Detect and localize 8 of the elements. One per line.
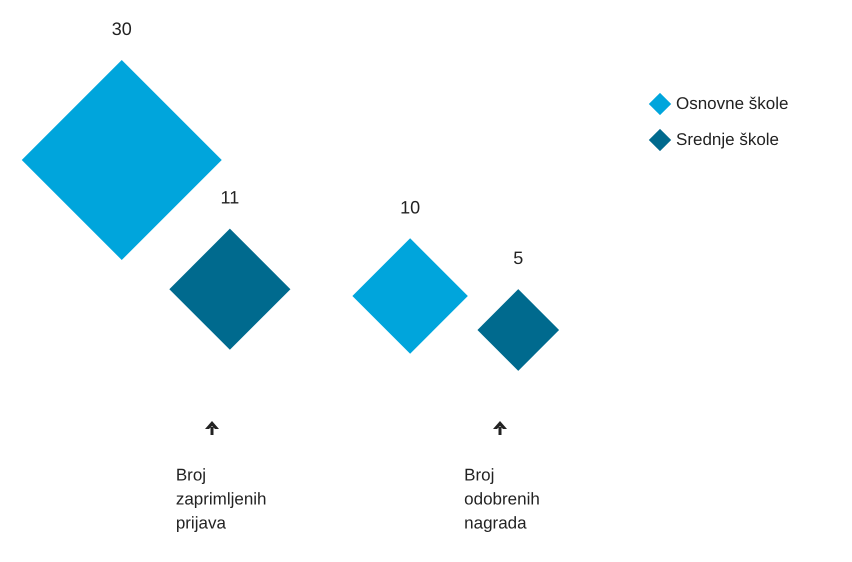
data-label: 30 bbox=[112, 19, 132, 39]
legend-label: Osnovne škole bbox=[676, 94, 788, 113]
data-label: 10 bbox=[400, 197, 420, 218]
data-label: 11 bbox=[220, 188, 240, 208]
data-label: 5 bbox=[513, 248, 524, 268]
category-label: Broj zaprimljenih prijava bbox=[176, 466, 267, 532]
legend-label: Srednje škole bbox=[676, 130, 780, 149]
category-label: Broj odobrenih nagrada bbox=[464, 466, 540, 532]
